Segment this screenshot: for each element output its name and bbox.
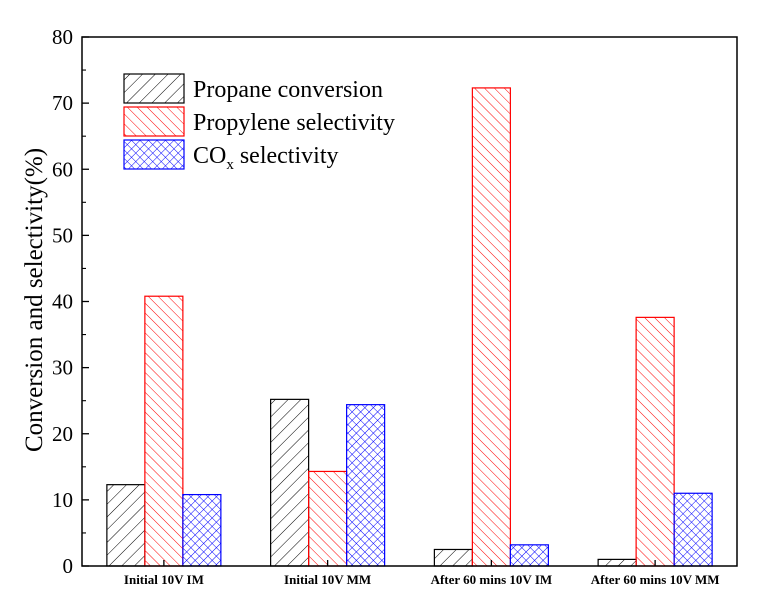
axes: 0 10 20 30 40 50 60 70 80 Initial 10V IM Initial 1… [52, 25, 738, 587]
bar-1-4 [597, 558, 637, 567]
bar-1-1 [106, 484, 146, 567]
bar-3-2 [346, 404, 386, 567]
y-tick-label: 70 [52, 91, 73, 115]
y-tick-label: 30 [52, 356, 73, 380]
bar-3-1 [182, 493, 222, 567]
y-tick-label: 10 [52, 488, 73, 512]
bar-1-2 [270, 398, 310, 567]
y-tick-label: 60 [52, 157, 73, 181]
legend-swatch-3 [123, 139, 185, 170]
legend-swatch-2 [123, 106, 185, 137]
bar-2-2 [308, 470, 348, 567]
bar-3-3 [509, 544, 549, 567]
x-tick-label: After 60 mins 10V IM [431, 572, 553, 587]
legend: Propane conversion Propylene selectivity C… [123, 73, 395, 173]
bar-3-4 [673, 492, 713, 567]
y-tick-label: 80 [52, 25, 73, 49]
y-tick-label: 40 [52, 290, 73, 314]
y-axis-title: Conversion and selectivity(%) [21, 148, 48, 452]
bar-1-3 [433, 548, 473, 567]
bar-2-1 [144, 295, 184, 567]
y-tick-label: 20 [52, 422, 73, 446]
legend-label-1: Propane conversion [193, 77, 383, 103]
bar-2-4 [635, 316, 675, 567]
legend-label-3: COx selectivity [193, 143, 338, 173]
bar-2-3 [471, 87, 511, 567]
x-tick-label: Initial 10V IM [124, 572, 204, 587]
x-tick-label: After 60 mins 10V MM [591, 572, 720, 587]
bars-layer [106, 87, 713, 567]
y-tick-label: 0 [63, 554, 74, 578]
y-tick-label: 50 [52, 223, 73, 247]
legend-swatch-1 [123, 73, 185, 104]
legend-label-2: Propylene selectivity [193, 110, 395, 136]
x-tick-label: Initial 10V MM [284, 572, 371, 587]
